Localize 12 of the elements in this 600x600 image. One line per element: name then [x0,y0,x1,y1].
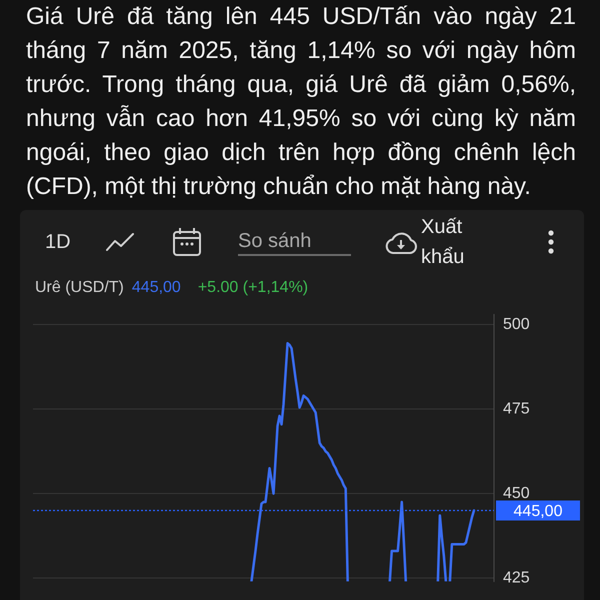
text: Urê (USD/T) [35,278,124,298]
chart-title: Giá Urê đã tăng lên 445 USD/Tấn vào ngày 21 tháng 7 năm 2025, tăng 1,14% so với ngày hôm trước. Trong tháng qua, giá Urê đã giảm 0,56%, nhưng vẫn cao hơn 41,95% so với cùng kỳ năm ngoái, theo giao dịch trên hợp đồng chênh lệch (CFD), một thị trường chuẩn cho mặt hàng này. [26,2,576,202]
y-tick-label: 425 [503,569,530,586]
text: So sánh [238,229,312,254]
text: +5.00 (+1,14%) [198,278,308,298]
text: 1D [45,230,71,254]
text: 445,00 [132,278,181,298]
y-tick-label: 450 [503,485,530,502]
y-tick-label: 500 [503,316,530,334]
ref-line-label: 445,00 [514,502,563,520]
text: Xuất khẩu [421,215,466,270]
y-tick-label: 475 [503,400,530,418]
